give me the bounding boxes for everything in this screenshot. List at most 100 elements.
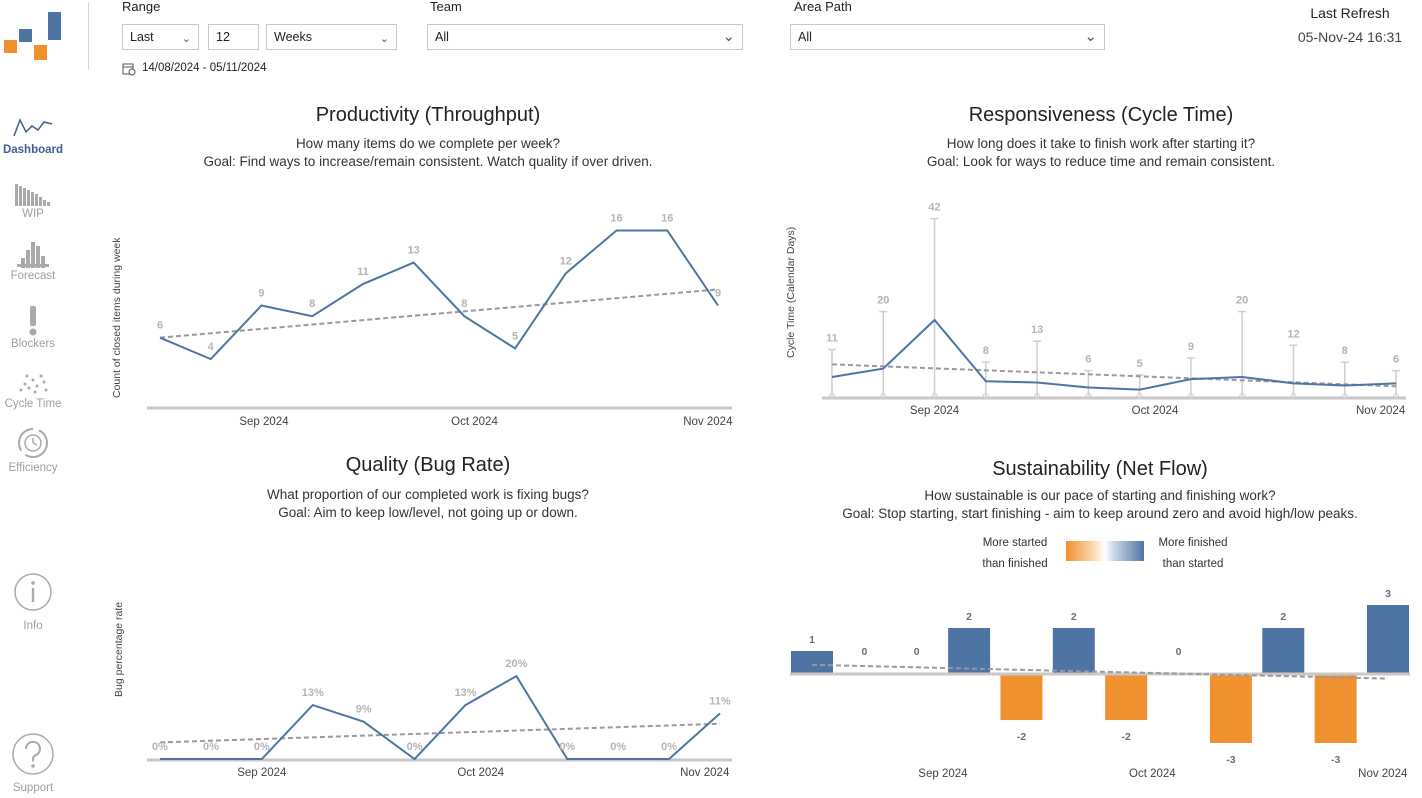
x-tick-label: Sep 2024 [237, 767, 287, 779]
max-label: 20 [1236, 295, 1248, 307]
legend-right-line1: More finished [1158, 537, 1228, 549]
nav-forecast[interactable]: Forecast [0, 232, 66, 282]
date-range-text: 14/08/2024 - 05/11/2024 [142, 62, 267, 74]
min-marker [1136, 393, 1143, 399]
area-path-select[interactable]: All ⌄ [790, 24, 1105, 50]
max-label: 20 [877, 295, 889, 307]
nav-wip[interactable]: WIP [0, 170, 66, 220]
min-marker [1239, 393, 1246, 399]
nav-forecast-label: Forecast [10, 270, 56, 282]
nav-dashboard[interactable]: Dashboard [0, 106, 66, 156]
min-marker [1187, 393, 1194, 399]
nav-dashboard-label: Dashboard [2, 144, 64, 156]
x-tick-label: Sep 2024 [910, 405, 960, 417]
data-label: 0% [661, 741, 677, 753]
legend-right: More finished than started [1143, 533, 1243, 575]
nav-blockers-label: Blockers [10, 338, 56, 350]
data-label: 9 [258, 288, 264, 300]
x-tick-label: Sep 2024 [918, 768, 968, 780]
x-tick-label: Nov 2024 [1356, 405, 1406, 417]
team-label: Team [430, 0, 462, 14]
data-label: 12 [560, 255, 572, 267]
sustainability-question: How sustainable is our pace of starting … [924, 488, 1276, 503]
chevron-down-icon: ⌄ [1084, 28, 1097, 45]
clock-cycle-icon [18, 428, 48, 458]
data-label: 0 [914, 646, 920, 658]
last-refresh-label: Last Refresh [1310, 5, 1390, 21]
responsiveness-subtitle: How long does it take to finish work aft… [821, 135, 1381, 171]
x-tick-label: Nov 2024 [1358, 768, 1408, 780]
range-count-input[interactable]: 12 [208, 24, 259, 50]
data-label: 13% [302, 687, 324, 699]
data-label: 8 [461, 298, 467, 310]
sustainability-goal: Goal: Stop starting, start finishing - a… [842, 506, 1358, 521]
net-flow-bar [791, 651, 833, 674]
x-tick-label: Nov 2024 [680, 767, 730, 779]
max-label: 9 [1188, 341, 1194, 353]
data-label: 0% [152, 741, 168, 753]
max-label: 12 [1287, 328, 1299, 340]
trend-line [811, 663, 1389, 680]
sustainability-title: Sustainability (Net Flow) [992, 458, 1208, 480]
net-flow-bar [1209, 674, 1252, 743]
y-axis-label: Cycle Time (Calendar Days) [785, 227, 797, 358]
legend-left: More started than finished [965, 533, 1065, 575]
nav-cycle-time[interactable]: Cycle Time [0, 360, 66, 410]
x-tick-label: Oct 2024 [451, 416, 498, 428]
data-label: 11 [357, 266, 369, 278]
quality-goal: Goal: Aim to keep low/level, not going u… [278, 505, 578, 520]
range-unit-value: Weeks [274, 30, 312, 44]
net-flow-bar [1262, 628, 1305, 674]
nav-blockers[interactable]: Blockers [0, 300, 66, 350]
data-label: -2 [1122, 731, 1131, 743]
trend-line [831, 363, 1397, 388]
range-unit-select[interactable]: Weeks ⌄ [266, 24, 397, 50]
min-marker [1341, 393, 1348, 399]
data-label: 0% [559, 741, 575, 753]
scatter-icon [19, 374, 48, 394]
trend-line [159, 288, 719, 339]
data-label: 2 [1280, 611, 1286, 623]
productivity-title: Productivity (Throughput) [315, 104, 541, 126]
responsiveness-title: Responsiveness (Cycle Time) [968, 104, 1234, 126]
range-mode-select[interactable]: Last ⌄ [122, 24, 199, 50]
data-label: 0 [1176, 646, 1182, 658]
max-label: 8 [983, 345, 989, 357]
max-label: 42 [928, 202, 940, 214]
nav-efficiency[interactable]: Efficiency [0, 424, 66, 474]
nav-info[interactable]: Info [0, 573, 66, 632]
quality-question: What proportion of our completed work is… [267, 487, 589, 502]
chevron-down-icon: ⌄ [379, 33, 389, 45]
min-marker [1034, 393, 1041, 399]
min-marker [880, 393, 887, 399]
data-label: 2 [1071, 611, 1077, 623]
area-path-label: Area Path [794, 0, 852, 14]
area-path-value: All [798, 30, 812, 44]
legend-right-line2: than started [1162, 558, 1224, 570]
sustainability-subtitle: How sustainable is our pace of starting … [790, 487, 1410, 523]
data-label: 11% [709, 695, 731, 707]
min-marker [931, 393, 938, 399]
y-axis-label: Count of closed items during week [111, 237, 123, 398]
productivity-subtitle: How many items do we complete per week? G… [148, 135, 708, 171]
nav-efficiency-label: Efficiency [8, 462, 58, 474]
nav-support[interactable]: Support [0, 733, 66, 794]
legend-left-line1: More started [982, 537, 1048, 549]
wip-chart-icon [15, 184, 50, 206]
x-tick-label: Nov 2024 [683, 416, 733, 428]
min-marker [1393, 393, 1399, 399]
data-label: 0% [610, 741, 626, 753]
team-select[interactable]: All ⌄ [427, 24, 743, 50]
data-label: 3 [1385, 588, 1391, 600]
max-label: 11 [826, 333, 838, 345]
data-label: 6 [157, 320, 163, 332]
data-label: 9 [715, 288, 721, 300]
net-flow-bar [1052, 628, 1095, 674]
team-value: All [435, 30, 449, 44]
net-flow-bar [1367, 605, 1409, 674]
data-label: 16 [610, 212, 622, 224]
net-flow-bar [1105, 674, 1148, 720]
app-logo [4, 12, 61, 60]
calendar-icon [122, 63, 136, 76]
line-chart-icon [13, 118, 53, 137]
